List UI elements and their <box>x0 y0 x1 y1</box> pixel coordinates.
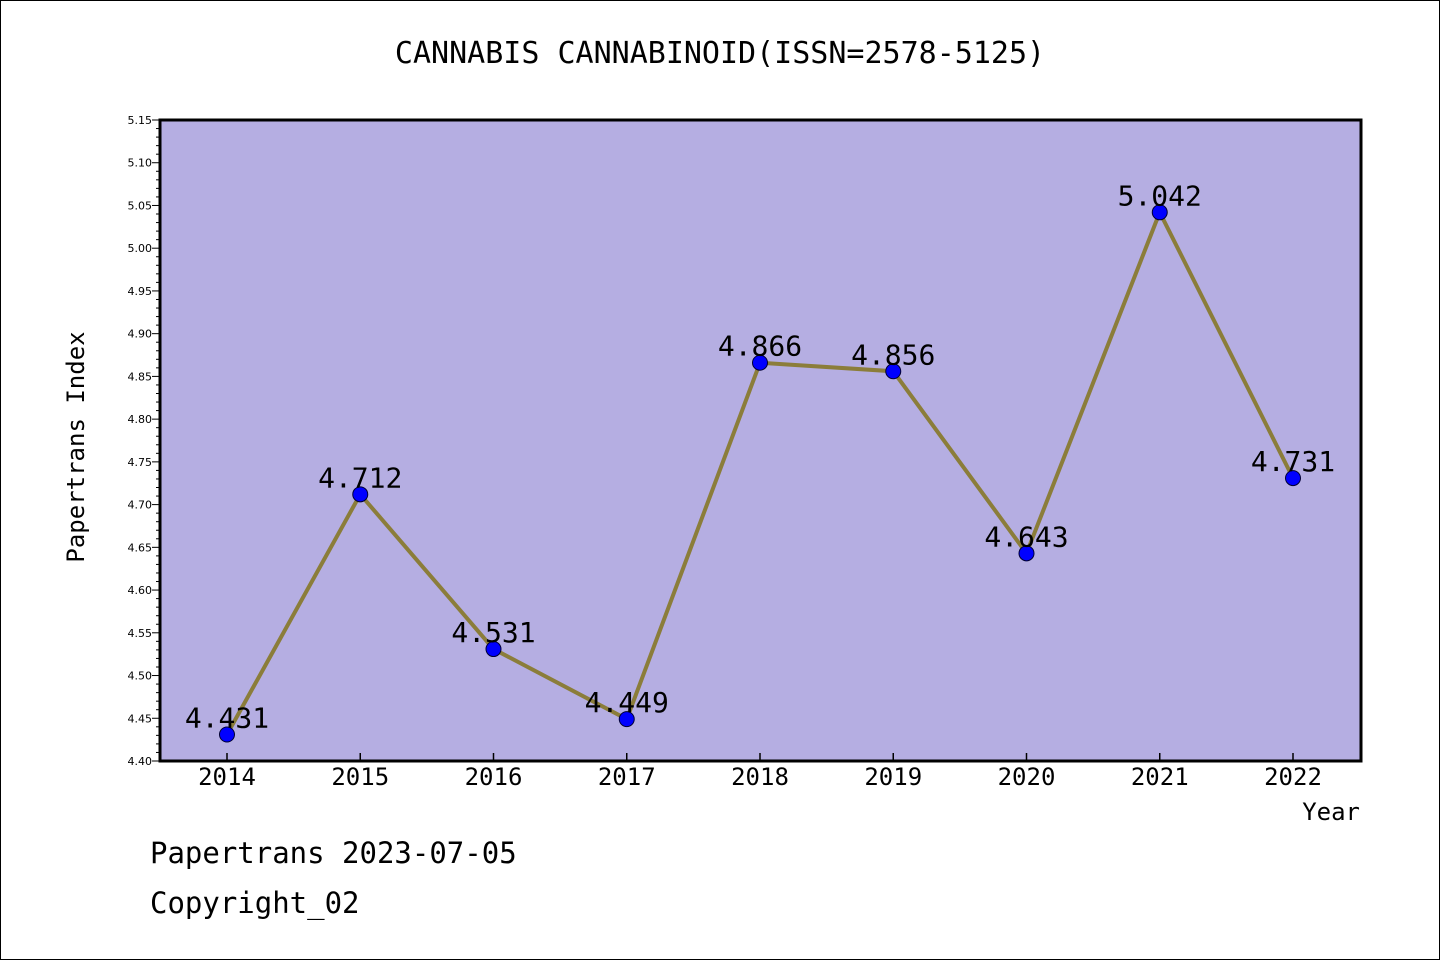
data-point <box>1018 545 1035 562</box>
footer-copyright: Copyright_02 <box>150 886 360 920</box>
data-point <box>1151 204 1168 221</box>
data-label: 4.856 <box>851 338 935 371</box>
y-tick-label: 4.45 <box>128 712 153 725</box>
x-axis: 2014 2015 2016 2017 2018 2019 2020 2021 2022 <box>198 753 1322 791</box>
data-point <box>885 363 902 380</box>
y-tick-label: 4.55 <box>128 627 153 640</box>
y-axis-label: Papertrans Index <box>62 331 90 562</box>
data-point <box>485 641 502 658</box>
data-label: 4.531 <box>451 616 535 649</box>
y-tick-label: 4.50 <box>128 670 153 683</box>
y-tick-label: 5.15 <box>128 114 153 127</box>
data-label: 5.042 <box>1118 179 1202 212</box>
data-label: 4.731 <box>1251 445 1335 478</box>
data-point <box>219 726 235 743</box>
y-tick-label: 4.85 <box>128 370 153 383</box>
data-label: 4.712 <box>318 461 402 494</box>
plot-area <box>160 120 1361 761</box>
y-tick-label: 4.80 <box>128 413 153 426</box>
data-label: 4.449 <box>585 686 669 719</box>
x-tick-label: 2021 <box>1131 763 1189 791</box>
y-axis: 4.40 4.45 4.50 4.55 4.60 4.65 4.70 4.75 4.80 4.85… <box>128 114 160 768</box>
x-axis-label: Year <box>1302 798 1360 826</box>
chart-title: CANNABIS CANNABINOID(ISSN=2578-5125) <box>394 36 1046 71</box>
x-tick-label: 2019 <box>864 763 922 791</box>
x-tick-label: 2015 <box>331 763 389 791</box>
x-tick-label: 2014 <box>198 763 256 791</box>
plot-border <box>158 118 1363 763</box>
y-tick-label: 4.70 <box>128 499 153 512</box>
y-tick-label: 4.90 <box>128 328 153 341</box>
footer-date: Papertrans 2023-07-05 <box>150 836 517 870</box>
x-tick-label: 2018 <box>731 763 789 791</box>
data-point <box>1285 470 1301 487</box>
y-tick-label: 4.75 <box>128 456 153 469</box>
y-tick-label: 4.95 <box>128 285 153 298</box>
y-tick-label: 4.60 <box>128 584 153 597</box>
x-tick-label: 2017 <box>598 763 656 791</box>
data-label: 4.643 <box>984 520 1068 553</box>
data-point <box>352 486 369 503</box>
y-tick-label: 5.05 <box>128 199 153 212</box>
y-tick-label: 5.00 <box>128 242 153 255</box>
x-tick-label: 2022 <box>1264 763 1322 791</box>
data-labels: 4.431 4.712 4.531 4.449 4.866 4.856 4.643 5.042… <box>185 179 1335 734</box>
data-point <box>618 711 635 728</box>
data-point <box>752 354 768 371</box>
y-tick-label: 4.40 <box>128 755 153 768</box>
data-markers <box>219 204 1301 743</box>
data-label: 4.431 <box>185 702 269 735</box>
x-tick-label: 2016 <box>465 763 523 791</box>
x-tick-label: 2020 <box>998 763 1056 791</box>
y-tick-label: 5.10 <box>128 157 153 170</box>
data-label: 4.866 <box>718 330 802 363</box>
y-tick-label: 4.65 <box>128 541 153 554</box>
